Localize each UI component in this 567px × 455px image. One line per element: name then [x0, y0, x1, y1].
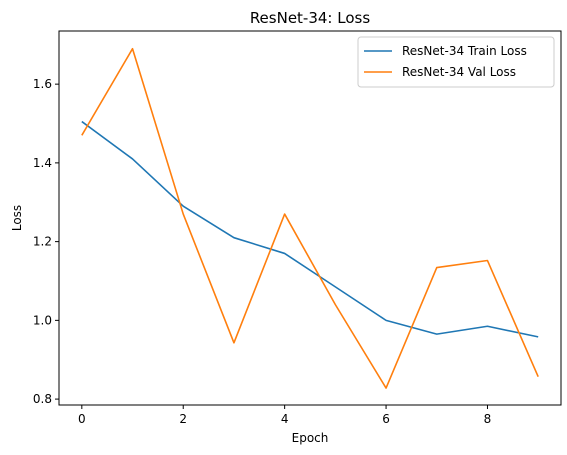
legend-label-train: ResNet-34 Train Loss [402, 44, 527, 58]
chart-title: ResNet-34: Loss [250, 9, 371, 27]
x-tick-label: 8 [484, 412, 492, 426]
y-tick-label: 1.2 [33, 235, 52, 249]
x-axis-ticks: 0 2 4 6 8 [78, 405, 491, 426]
legend: ResNet-34 Train Loss ResNet-34 Val Loss [357, 36, 555, 88]
series-line-train-loss [81, 120, 539, 338]
y-axis-ticks: 0.8 1.0 1.2 1.4 1.6 [33, 77, 59, 406]
y-tick-label: 1.4 [33, 156, 52, 170]
y-axis-label: Loss [10, 205, 24, 231]
x-tick-label: 4 [281, 412, 289, 426]
series-lines [81, 47, 539, 389]
legend-box [357, 36, 555, 88]
x-axis-label: Epoch [292, 431, 329, 445]
x-tick-label: 2 [179, 412, 187, 426]
legend-label-val: ResNet-34 Val Loss [402, 65, 516, 79]
plot-area [58, 30, 562, 406]
series-line-val-loss [81, 47, 539, 389]
y-tick-label: 0.8 [33, 392, 52, 406]
x-tick-label: 6 [382, 412, 390, 426]
plot-frame [58, 30, 562, 406]
y-tick-label: 1.0 [33, 313, 52, 327]
y-tick-label: 1.6 [33, 77, 52, 91]
x-tick-label: 0 [78, 412, 86, 426]
